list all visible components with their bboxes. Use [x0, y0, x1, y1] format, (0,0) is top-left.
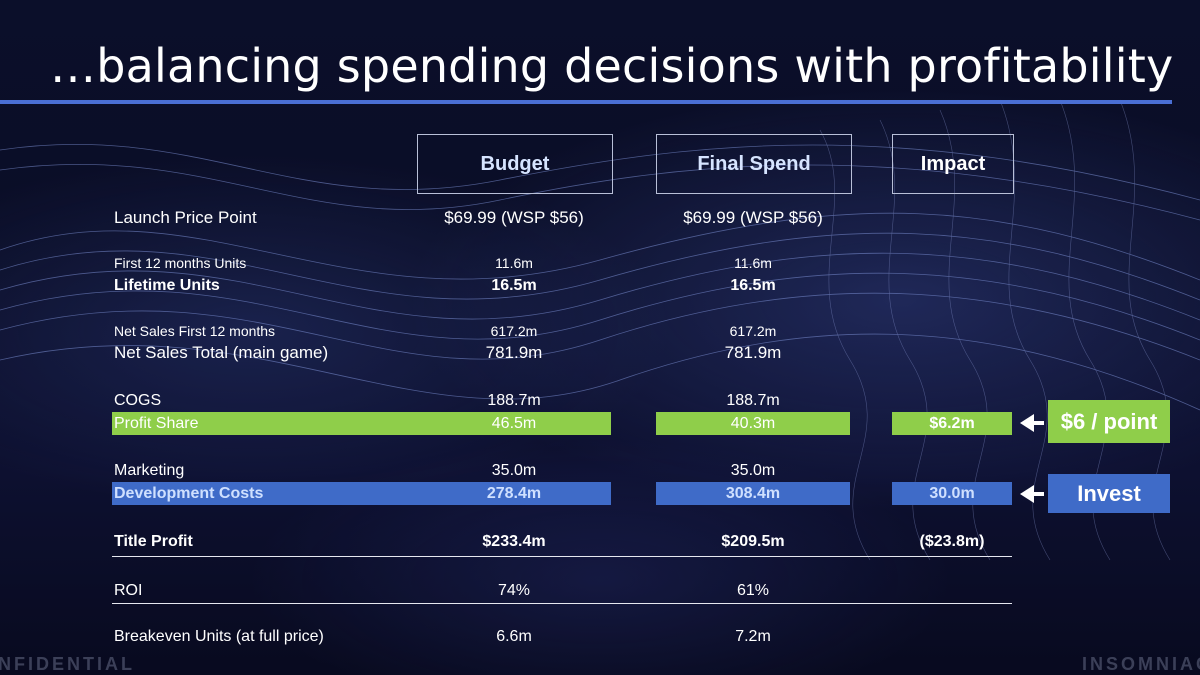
slide-title: …balancing spending decisions with profi… — [50, 39, 1174, 93]
callout-price-per-point: $6 / point — [1048, 400, 1170, 443]
budget-cogs: 188.7m — [487, 392, 541, 409]
row-label-net-sales-first12: Net Sales First 12 months — [114, 323, 276, 339]
row-label-lifetime-units: Lifetime Units — [114, 277, 220, 294]
insomniac-logo-watermark: INSOMNIAC — [1082, 654, 1200, 674]
final-marketing: 35.0m — [730, 462, 776, 479]
column-header-budget: Budget — [417, 134, 613, 194]
roi-divider — [112, 603, 1012, 604]
row-label-net-sales-total: Net Sales Total (main game) — [114, 343, 329, 362]
final-lifetime-units: 16.5m — [730, 277, 776, 294]
dev-costs-highlight-bar — [112, 482, 611, 505]
final-breakeven: 7.2m — [735, 628, 771, 645]
column-header-final-spend: Final Spend — [656, 134, 852, 194]
budget-lifetime-units: 16.5m — [491, 277, 537, 294]
budget-dev-costs: 278.4m — [486, 485, 542, 502]
arrow-shaft — [1032, 421, 1044, 425]
final-net-sales-first12: 617.2m — [729, 323, 777, 339]
row-label-launch-price: Launch Price Point — [114, 208, 257, 227]
row-label-breakeven: Breakeven Units (at full price) — [114, 628, 324, 645]
final-launch-price: $69.99 (WSP $56) — [683, 208, 823, 227]
callout-invest: Invest — [1048, 474, 1170, 513]
impact-title-profit: ($23.8m) — [919, 533, 985, 550]
profit-share-final-highlight — [656, 412, 850, 435]
budget-profit-share: 46.5m — [491, 415, 537, 432]
dev-costs-impact-highlight — [892, 482, 1012, 505]
final-net-sales-total: 781.9m — [724, 343, 782, 362]
final-dev-costs: 308.4m — [725, 485, 781, 502]
row-label-title-profit: Title Profit — [114, 533, 193, 550]
title-underline — [0, 100, 1172, 104]
dev-costs-final-highlight — [656, 482, 850, 505]
final-profit-share: 40.3m — [730, 415, 776, 432]
budget-marketing: 35.0m — [491, 462, 537, 479]
title-profit-divider — [112, 556, 1012, 557]
budget-launch-price: $69.99 (WSP $56) — [444, 208, 584, 227]
row-label-roi: ROI — [114, 582, 143, 599]
budget-roi: 74% — [497, 582, 531, 599]
row-label-marketing: Marketing — [114, 462, 185, 479]
arrow-left-icon — [1020, 414, 1034, 432]
arrow-shaft — [1032, 492, 1044, 496]
final-first12-units: 11.6m — [734, 255, 772, 271]
budget-breakeven: 6.6m — [496, 628, 532, 645]
final-title-profit: $209.5m — [721, 533, 785, 550]
impact-dev-costs: 30.0m — [929, 485, 975, 502]
row-label-profit-share: Profit Share — [114, 415, 199, 432]
budget-title-profit: $233.4m — [482, 533, 546, 550]
budget-net-sales-first12: 617.2m — [490, 323, 538, 339]
confidential-watermark: NFIDENTIAL — [0, 654, 135, 674]
budget-first12-units: 11.6m — [495, 255, 533, 271]
profit-share-impact-highlight — [892, 412, 1012, 435]
row-label-cogs: COGS — [114, 392, 162, 409]
row-label-first12-units: First 12 months Units — [114, 255, 247, 271]
budget-net-sales-total: 781.9m — [485, 343, 543, 362]
arrow-left-icon — [1020, 485, 1034, 503]
row-label-dev-costs: Development Costs — [114, 485, 264, 502]
impact-profit-share: $6.2m — [929, 415, 975, 432]
profit-share-highlight-bar — [112, 412, 611, 435]
column-header-impact: Impact — [892, 134, 1014, 194]
final-cogs: 188.7m — [726, 392, 780, 409]
final-roi: 61% — [736, 582, 770, 599]
